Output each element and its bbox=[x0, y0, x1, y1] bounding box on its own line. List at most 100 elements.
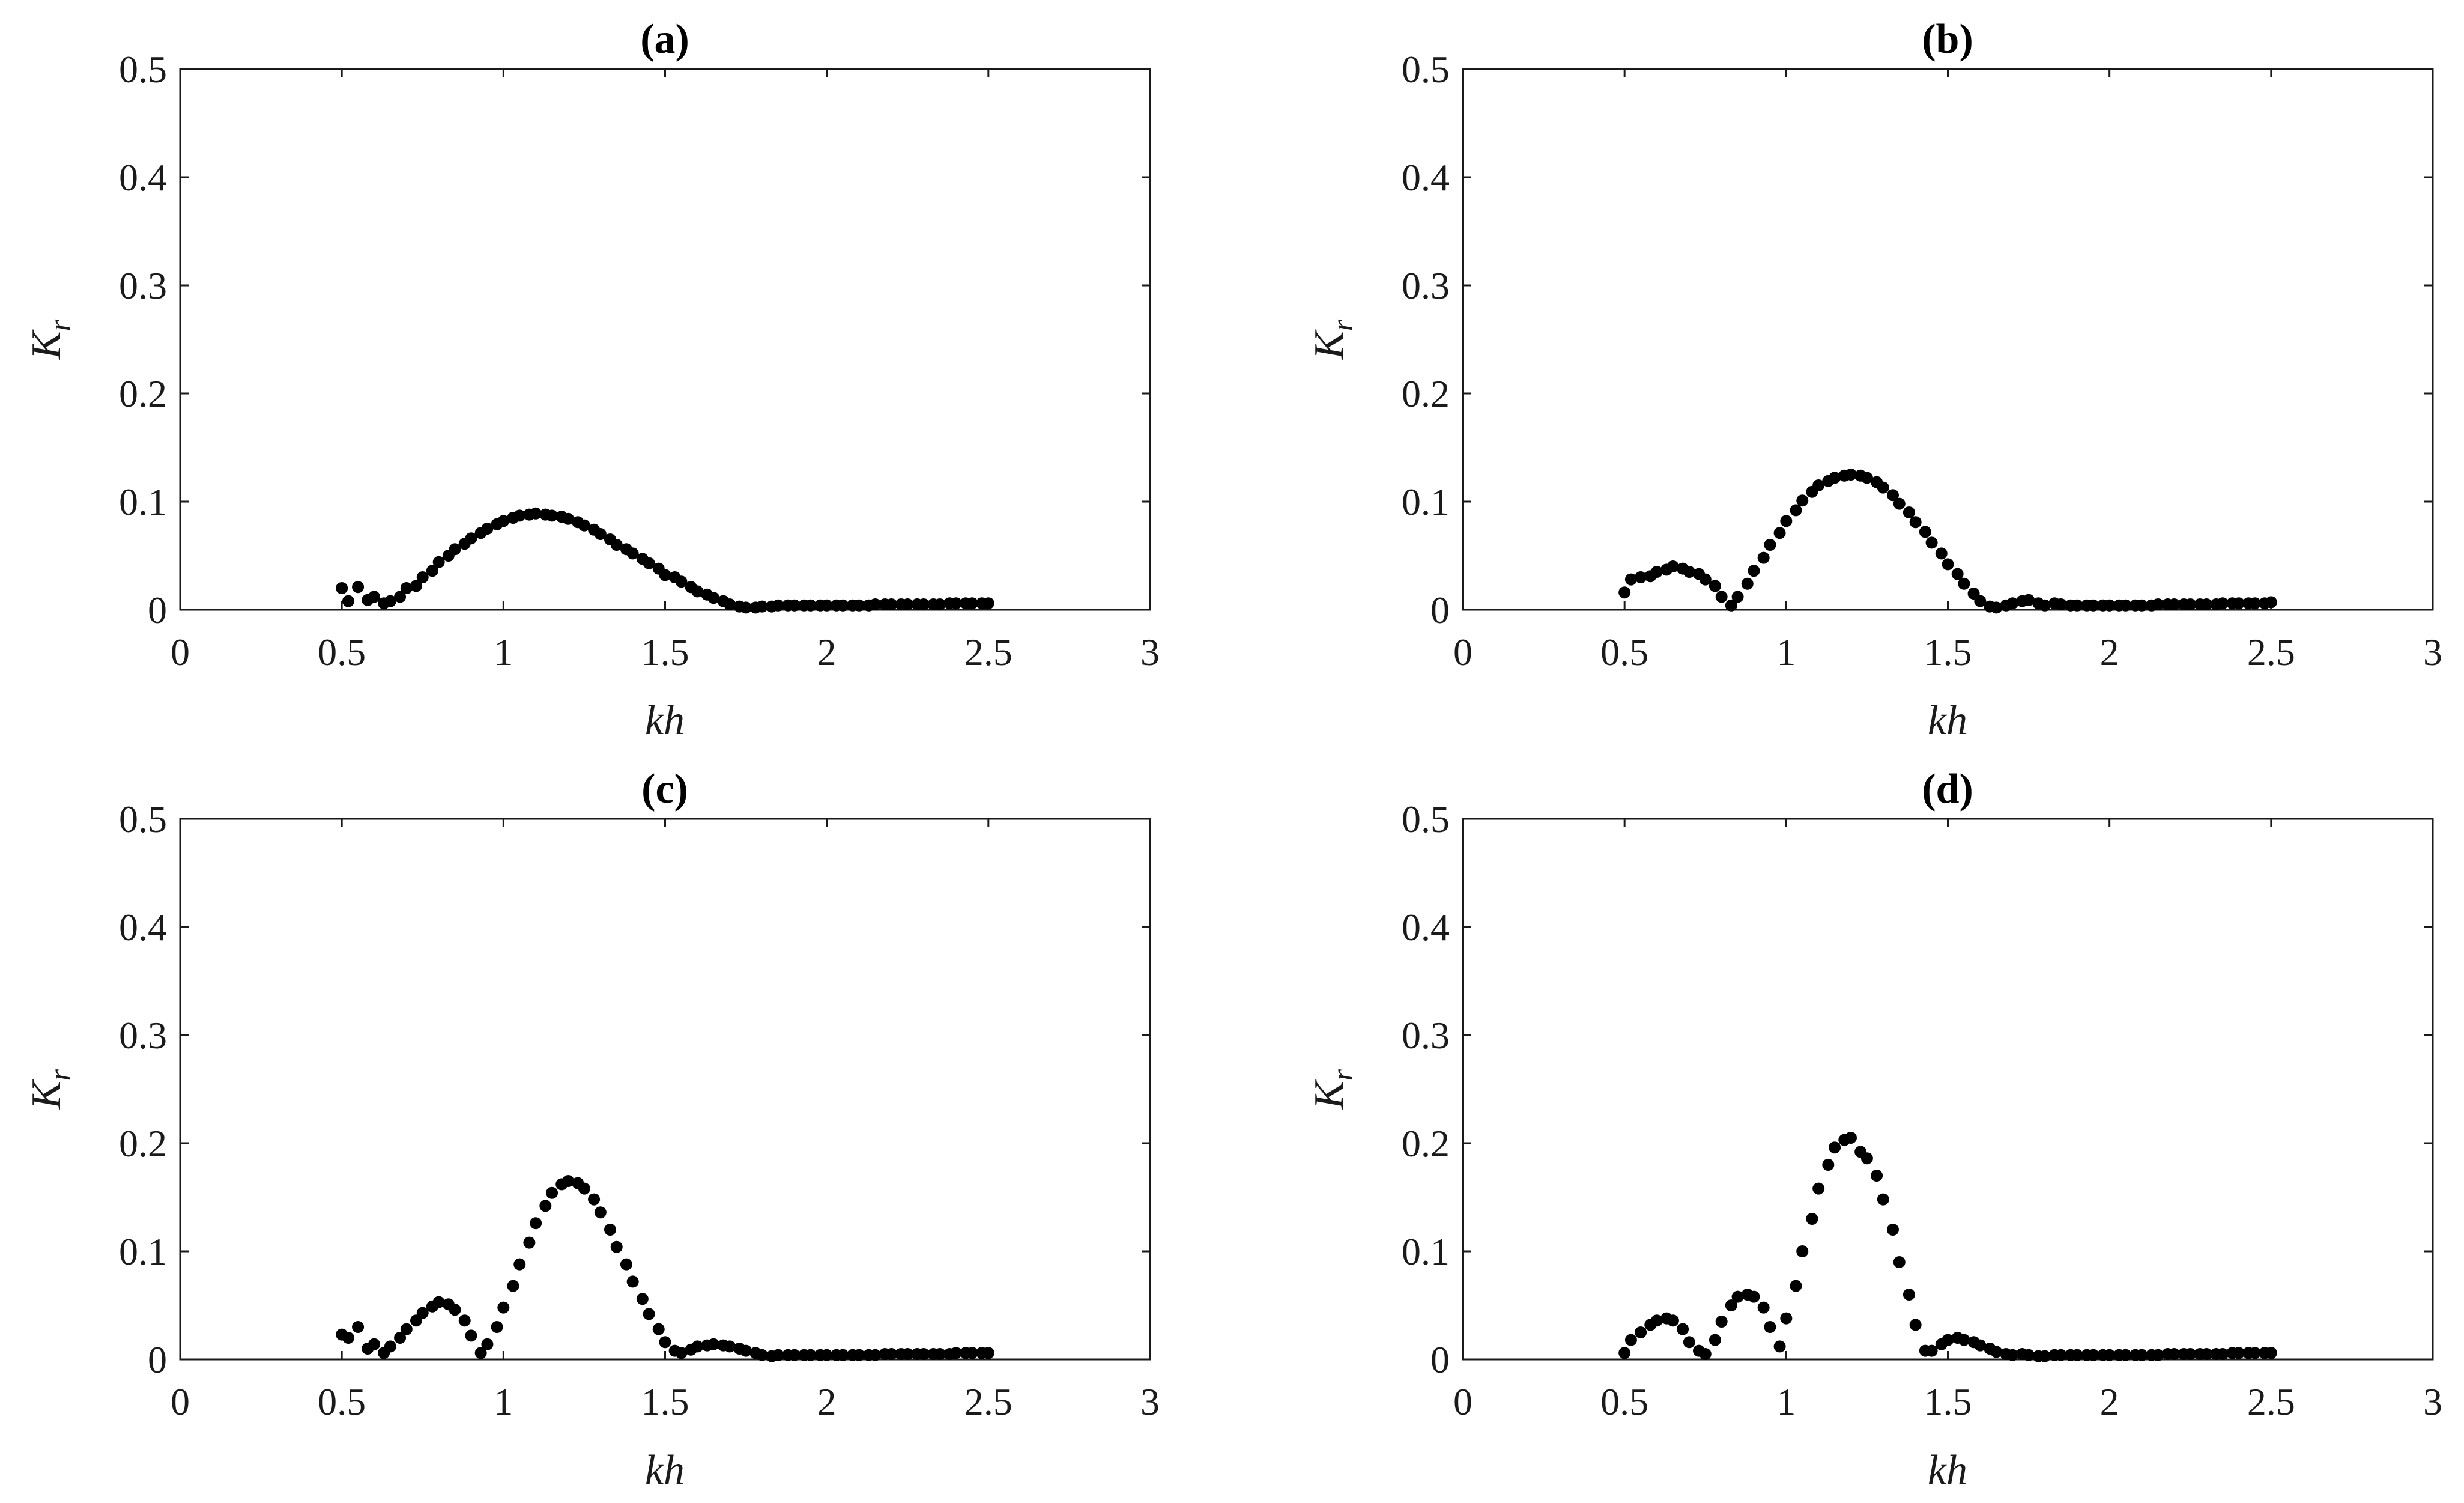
x-tick-label: 3 bbox=[2423, 1380, 2442, 1423]
data-point bbox=[1666, 1314, 1679, 1327]
data-point bbox=[2087, 599, 2099, 612]
data-points bbox=[1618, 469, 2277, 614]
data-point bbox=[1773, 527, 1786, 539]
y-tick-label: 0.3 bbox=[1402, 1014, 1450, 1057]
data-points bbox=[336, 507, 994, 614]
data-point bbox=[432, 1296, 445, 1308]
data-point bbox=[982, 1347, 994, 1359]
data-point bbox=[1893, 497, 1906, 510]
data-point bbox=[1773, 1340, 1786, 1353]
x-tick-label: 0.5 bbox=[1600, 631, 1648, 673]
data-point bbox=[394, 1332, 407, 1344]
tick-marks bbox=[1462, 818, 2434, 1361]
data-point bbox=[513, 509, 526, 522]
data-point bbox=[820, 1349, 833, 1361]
x-tick-label: 0.5 bbox=[1600, 1380, 1648, 1423]
data-point bbox=[626, 1275, 639, 1288]
data-point bbox=[869, 598, 882, 610]
data-point bbox=[1699, 1348, 1712, 1360]
data-point bbox=[1845, 469, 1857, 481]
data-point bbox=[2217, 1348, 2229, 1360]
data-point bbox=[400, 582, 413, 594]
data-point bbox=[707, 592, 720, 604]
y-axis-label: Kr bbox=[23, 319, 76, 360]
y-tick-label: 0 bbox=[148, 589, 167, 631]
data-point bbox=[594, 1206, 607, 1219]
data-point bbox=[1790, 1280, 1802, 1292]
data-point bbox=[1764, 1321, 1776, 1333]
data-point bbox=[2168, 598, 2181, 610]
data-point bbox=[950, 597, 962, 610]
x-tick-label: 1 bbox=[494, 1380, 513, 1423]
plot-frame bbox=[179, 818, 1151, 1361]
data-point bbox=[449, 543, 461, 556]
data-point bbox=[2103, 1349, 2116, 1361]
data-point bbox=[2265, 1347, 2277, 1359]
data-point bbox=[756, 600, 768, 613]
data-point bbox=[820, 599, 833, 612]
data-point bbox=[1829, 472, 1841, 484]
data-point bbox=[2200, 1348, 2213, 1360]
x-tick-labels: 0 0.5 1 1.5 2 2.5 3 bbox=[1453, 1380, 2442, 1423]
data-point bbox=[1683, 566, 1695, 578]
data-point bbox=[756, 1349, 768, 1361]
data-point bbox=[465, 532, 477, 545]
data-point bbox=[1709, 580, 1721, 592]
y-tick-labels: 0 0.1 0.2 0.3 0.4 0.5 bbox=[1402, 48, 1450, 631]
data-point bbox=[2023, 1349, 2035, 1361]
y-axis-label-main: K bbox=[1306, 1079, 1352, 1110]
data-point bbox=[1942, 558, 1954, 571]
data-point bbox=[2200, 598, 2213, 610]
panel-title: (a) bbox=[640, 16, 689, 62]
data-point bbox=[562, 512, 574, 525]
data-point bbox=[772, 1349, 784, 1361]
data-point bbox=[724, 598, 736, 610]
data-point bbox=[530, 1217, 542, 1230]
y-tick-label: 0.5 bbox=[1402, 48, 1450, 91]
x-tick-label: 2 bbox=[817, 1380, 837, 1423]
data-point bbox=[1618, 1347, 1631, 1359]
data-point bbox=[1886, 1224, 1899, 1236]
data-point bbox=[2152, 1349, 2164, 1361]
data-point bbox=[788, 599, 801, 612]
data-point bbox=[1677, 1323, 1689, 1335]
data-point bbox=[2184, 598, 2197, 610]
x-tick-label: 1.5 bbox=[1924, 1380, 1972, 1423]
data-point bbox=[2006, 597, 2019, 610]
data-point bbox=[804, 1349, 817, 1361]
data-point bbox=[901, 598, 914, 610]
data-point bbox=[416, 1307, 429, 1319]
y-tick-label: 0.4 bbox=[1402, 156, 1450, 199]
data-point bbox=[1624, 1334, 1637, 1346]
tick-marks bbox=[179, 68, 1151, 611]
data-point bbox=[342, 595, 354, 607]
data-point bbox=[458, 1314, 471, 1327]
panel-title: (b) bbox=[1922, 16, 1973, 62]
data-point bbox=[652, 1323, 665, 1335]
data-point bbox=[1651, 566, 1663, 578]
y-tick-label: 0.5 bbox=[119, 48, 167, 91]
y-tick-label: 0.3 bbox=[119, 1014, 167, 1057]
y-tick-label: 0.3 bbox=[119, 264, 167, 307]
data-point bbox=[966, 1347, 978, 1359]
x-tick-label: 2.5 bbox=[2247, 631, 2295, 673]
x-tick-label: 2.5 bbox=[964, 1380, 1013, 1423]
data-point bbox=[1618, 586, 1631, 599]
data-point bbox=[465, 1329, 477, 1342]
data-point bbox=[474, 1347, 487, 1359]
data-point bbox=[2119, 599, 2132, 612]
data-point bbox=[724, 1340, 736, 1353]
y-tick-label: 0 bbox=[1430, 589, 1450, 631]
data-point bbox=[610, 1240, 623, 1253]
data-point bbox=[626, 547, 639, 560]
data-point bbox=[853, 1349, 865, 1361]
data-point bbox=[336, 582, 348, 594]
data-point bbox=[1919, 526, 1931, 538]
y-tick-label: 0.1 bbox=[119, 481, 167, 523]
data-point bbox=[1877, 481, 1889, 494]
data-points bbox=[336, 1175, 994, 1362]
x-tick-label: 1.5 bbox=[641, 631, 689, 673]
data-point bbox=[1764, 539, 1776, 551]
data-point bbox=[853, 599, 865, 612]
data-point bbox=[2136, 1349, 2148, 1361]
